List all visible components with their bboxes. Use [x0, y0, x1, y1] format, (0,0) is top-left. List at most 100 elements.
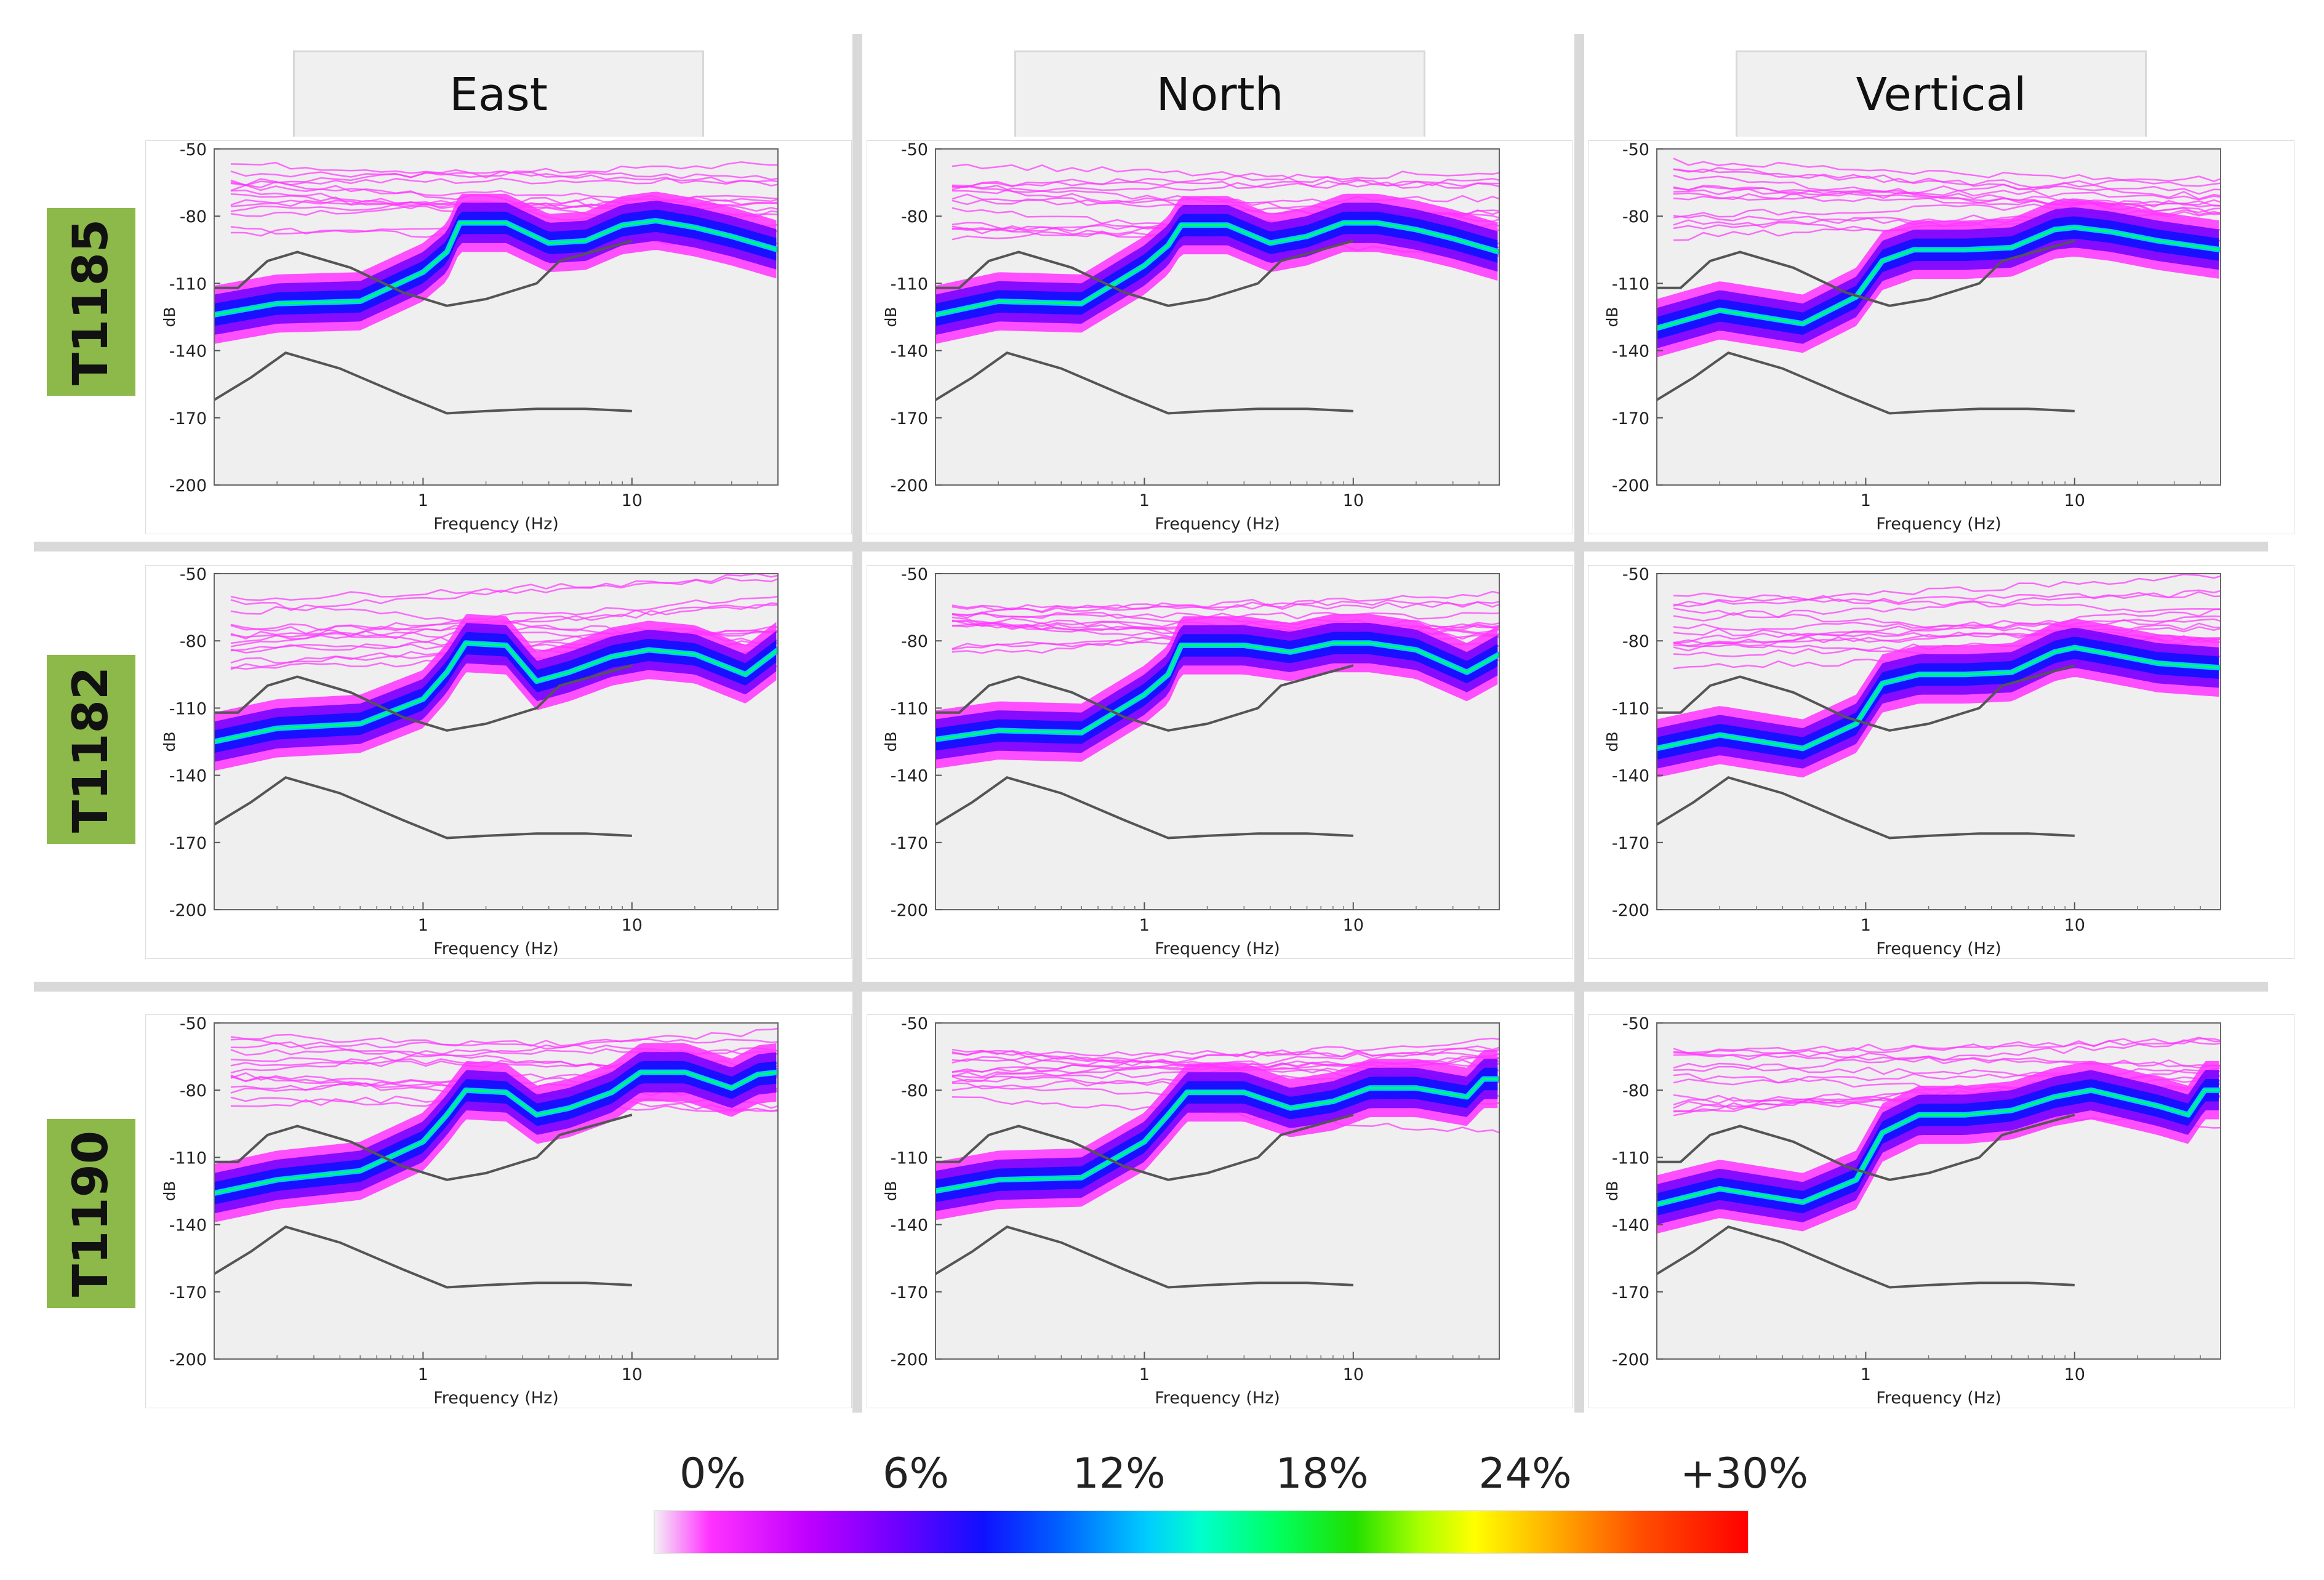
x-tick-label: 10 — [2064, 491, 2085, 510]
y-tick-label: -80 — [180, 632, 207, 651]
y-tick-label: -200 — [891, 901, 928, 920]
y-tick-label: -110 — [169, 1149, 207, 1168]
axis-frame — [935, 1022, 1500, 1360]
psd-chart: -50 -80 -110 -140 -170 -200 1 10 Frequency (Hz) d… — [145, 1014, 852, 1408]
outlier-trace — [230, 176, 778, 186]
y-tick-label: -200 — [1612, 1350, 1649, 1369]
y-tick-label: -140 — [169, 342, 207, 361]
y-tick-label: -80 — [901, 1081, 928, 1101]
noise-model-curve — [1657, 351, 2075, 415]
y-axis-label: dB — [161, 731, 178, 752]
psd-chart: -50 -80 -110 -140 -170 -200 1 10 Frequency (Hz) d… — [867, 1014, 1573, 1408]
outlier-trace — [1673, 168, 2221, 195]
colorbar — [654, 1510, 1749, 1554]
x-tick-label: 10 — [2064, 1365, 2085, 1384]
x-tick-label: 1 — [1139, 916, 1150, 935]
x-tick-label: 1 — [418, 916, 428, 935]
y-tick-label: -140 — [169, 767, 207, 786]
colorbar-tick-label: 12% — [1072, 1450, 1166, 1498]
y-tick-label: -110 — [169, 699, 207, 718]
psd-chart: -50 -80 -110 -140 -170 -200 1 10 Frequency (Hz) d… — [1588, 1014, 2294, 1408]
outlier-trace — [1673, 615, 2221, 644]
outlier-trace — [1673, 589, 2221, 622]
axis-frame — [1656, 148, 2221, 486]
colorbar-tick-label: 18% — [1275, 1450, 1369, 1498]
y-tick-label: -110 — [1612, 1149, 1649, 1168]
density-band — [1657, 216, 2219, 340]
outlier-trace — [1673, 1039, 2221, 1072]
y-tick-label: -170 — [169, 409, 207, 428]
y-tick-label: -200 — [1612, 901, 1649, 920]
noise-model-curve — [214, 1113, 633, 1181]
outlier-trace — [1673, 608, 2221, 644]
x-tick-label: 10 — [1343, 491, 1364, 510]
outlier-trace — [1673, 188, 2221, 207]
colorbar-tick-label: 6% — [883, 1450, 949, 1498]
y-axis-label: dB — [1603, 307, 1621, 327]
row-separator — [34, 542, 2268, 551]
spectrum-panel-t1185-north: -50 -80 -110 -140 -170 -200 1 10 Frequency (Hz) d… — [867, 140, 1573, 534]
outlier-trace — [952, 590, 1499, 617]
y-axis-label: dB — [882, 731, 900, 752]
y-tick-label: -170 — [1612, 1283, 1649, 1302]
noise-model-curve — [936, 1225, 1353, 1289]
noise-model-curve — [1657, 1113, 2075, 1181]
y-tick-label: -50 — [180, 140, 207, 159]
outlier-trace — [1673, 174, 2221, 215]
axis-frame — [214, 148, 779, 486]
station-label-t1182: T1182 — [47, 655, 135, 844]
outlier-trace — [952, 599, 1499, 611]
spectrum-panel-t1182-east: -50 -80 -110 -140 -170 -200 1 10 Frequency (Hz) d… — [145, 565, 852, 959]
column-separator — [1574, 34, 1584, 1413]
y-tick-label: -140 — [891, 767, 928, 786]
x-axis-label: Frequency (Hz) — [1876, 939, 2001, 958]
outlier-trace — [952, 170, 1499, 188]
psd-chart: -50 -80 -110 -140 -170 -200 1 10 Frequency (Hz) d… — [1588, 140, 2294, 534]
x-tick-label: 10 — [622, 1365, 643, 1384]
outlier-trace — [952, 612, 1499, 620]
noise-model-curve — [214, 239, 633, 307]
y-tick-label: -140 — [1612, 342, 1649, 361]
x-tick-label: 10 — [622, 916, 643, 935]
x-axis-label: Frequency (Hz) — [1876, 1389, 2001, 1408]
mode-curve-core — [1657, 226, 2221, 329]
row-separator — [34, 982, 2268, 992]
y-tick-label: -80 — [901, 632, 928, 651]
density-band — [214, 1061, 777, 1205]
axis-frame — [1656, 573, 2221, 910]
y-tick-label: -50 — [901, 140, 928, 159]
mode-curve-core — [214, 1071, 778, 1195]
noise-model-curve — [214, 1225, 632, 1289]
y-tick-label: -50 — [1622, 140, 1649, 159]
y-tick-label: -140 — [1612, 767, 1649, 786]
y-axis-label: dB — [161, 307, 178, 327]
psd-chart: -50 -80 -110 -140 -170 -200 1 10 Frequency (Hz) d… — [867, 565, 1573, 959]
mode-curve-core — [1657, 1089, 2221, 1206]
y-tick-label: -50 — [901, 565, 928, 584]
x-tick-label: 10 — [1343, 916, 1364, 935]
y-tick-label: -110 — [891, 699, 928, 718]
y-tick-label: -80 — [1622, 1081, 1649, 1101]
y-tick-label: -170 — [891, 409, 928, 428]
spectrum-panel-t1182-north: -50 -80 -110 -140 -170 -200 1 10 Frequency (Hz) d… — [867, 565, 1573, 959]
outlier-trace — [1673, 622, 2221, 652]
y-tick-label: -50 — [901, 1014, 928, 1033]
outlier-trace — [230, 1027, 778, 1074]
y-tick-label: -80 — [180, 207, 207, 227]
psd-chart: -50 -80 -110 -140 -170 -200 1 10 Frequency (Hz) d… — [145, 140, 852, 534]
x-tick-label: 1 — [418, 1365, 428, 1384]
spectrum-panel-t1190-north: -50 -80 -110 -140 -170 -200 1 10 Frequency (Hz) d… — [867, 1014, 1573, 1408]
noise-model-curve — [214, 664, 633, 732]
y-tick-label: -50 — [180, 1014, 207, 1033]
x-axis-label: Frequency (Hz) — [1876, 515, 2001, 534]
psd-chart: -50 -80 -110 -140 -170 -200 1 10 Frequency (Hz) d… — [145, 565, 852, 959]
outlier-trace — [230, 1038, 778, 1049]
spectrum-panel-t1185-vertical: -50 -80 -110 -140 -170 -200 1 10 Frequency (Hz) d… — [1588, 140, 2294, 534]
y-tick-label: -200 — [169, 476, 207, 495]
y-tick-label: -110 — [891, 1149, 928, 1168]
x-axis-label: Frequency (Hz) — [433, 939, 559, 958]
mode-curve-core — [936, 642, 1499, 740]
noise-model-curve — [936, 776, 1353, 840]
outlier-trace — [1673, 199, 2221, 219]
colorbar-tick-label: 0% — [679, 1450, 746, 1498]
